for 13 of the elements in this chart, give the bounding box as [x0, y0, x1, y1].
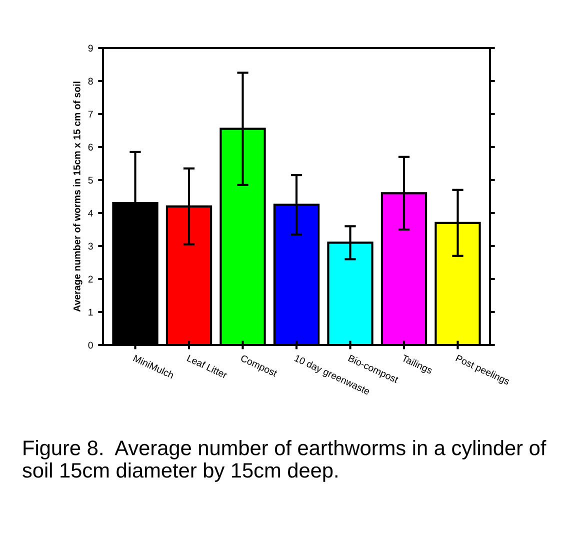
y-tick-label: 5	[88, 176, 93, 184]
y-tick-label: 6	[88, 144, 93, 151]
y-tick-label: 0	[88, 342, 93, 349]
x-tick-label: Leaf Litter	[186, 354, 228, 379]
y-tick-label: 4	[88, 210, 93, 217]
y-axis-title: Average number of worms in 15cm x 15 cm of soil	[73, 82, 82, 312]
y-tick-label: 8	[88, 78, 93, 85]
y-tick-label: 2	[88, 276, 93, 283]
y-tick-label: 3	[88, 242, 93, 250]
caption: Figure 8. Average number of earthworms in a cylinder of soil 15cm diameter by 15cm deep.	[22, 440, 546, 482]
y-tick-label: 9	[88, 44, 93, 52]
y-tick-label: 1	[88, 308, 93, 316]
y-tick-label: 7	[88, 110, 93, 118]
